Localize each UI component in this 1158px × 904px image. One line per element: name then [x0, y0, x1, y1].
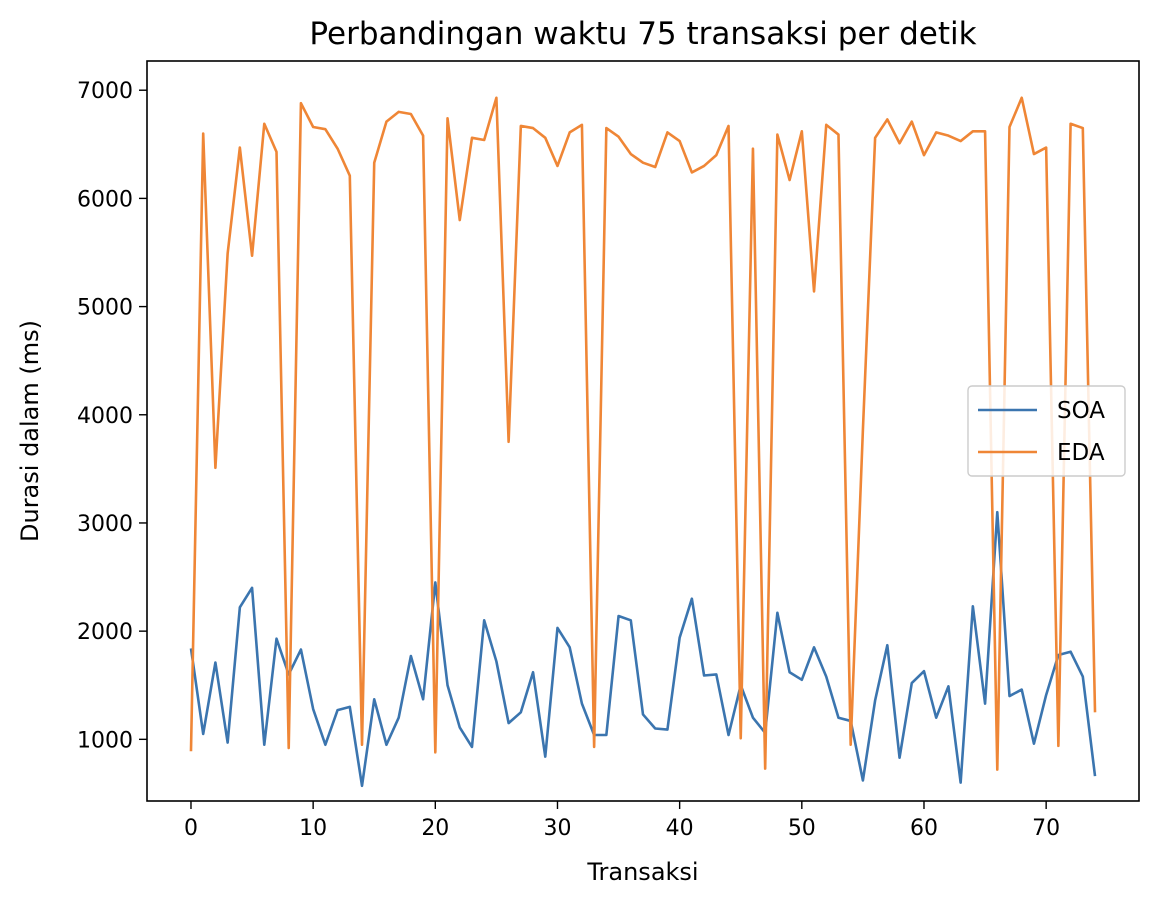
x-tick-label: 40	[666, 816, 694, 841]
y-tick-label: 3000	[77, 512, 133, 537]
x-tick-label: 30	[543, 816, 571, 841]
y-tick-label: 5000	[77, 296, 133, 321]
x-tick-label: 10	[299, 816, 327, 841]
legend: SOA EDA	[967, 385, 1126, 477]
y-axis-label: Durasi dalam (ms)	[16, 320, 44, 542]
plot-area	[189, 96, 1097, 788]
y-tick-label: 7000	[77, 79, 133, 104]
legend-label-eda: EDA	[1057, 440, 1105, 466]
legend-label-soa: SOA	[1057, 398, 1105, 424]
y-tick-label: 1000	[77, 728, 133, 753]
legend-box	[967, 385, 1126, 477]
x-axis-label: Transaksi	[586, 858, 698, 886]
y-tick-label: 2000	[77, 620, 133, 645]
chart-title: Perbandingan waktu 75 transaksi per deti…	[309, 16, 976, 52]
series-line-eda	[189, 96, 1097, 771]
x-tick-label: 60	[910, 816, 938, 841]
y-axis: 1000 2000 3000 4000 5000 6000 7000	[77, 79, 147, 753]
x-axis: 0 10 20 30 40 50 60 70	[184, 801, 1060, 841]
x-tick-label: 0	[184, 816, 198, 841]
y-tick-label: 4000	[77, 404, 133, 429]
x-tick-label: 20	[421, 816, 449, 841]
x-tick-label: 50	[788, 816, 816, 841]
series-line-soa	[189, 510, 1097, 788]
plot-frame	[146, 60, 1140, 802]
x-tick-label: 70	[1032, 816, 1060, 841]
y-tick-label: 6000	[77, 187, 133, 212]
